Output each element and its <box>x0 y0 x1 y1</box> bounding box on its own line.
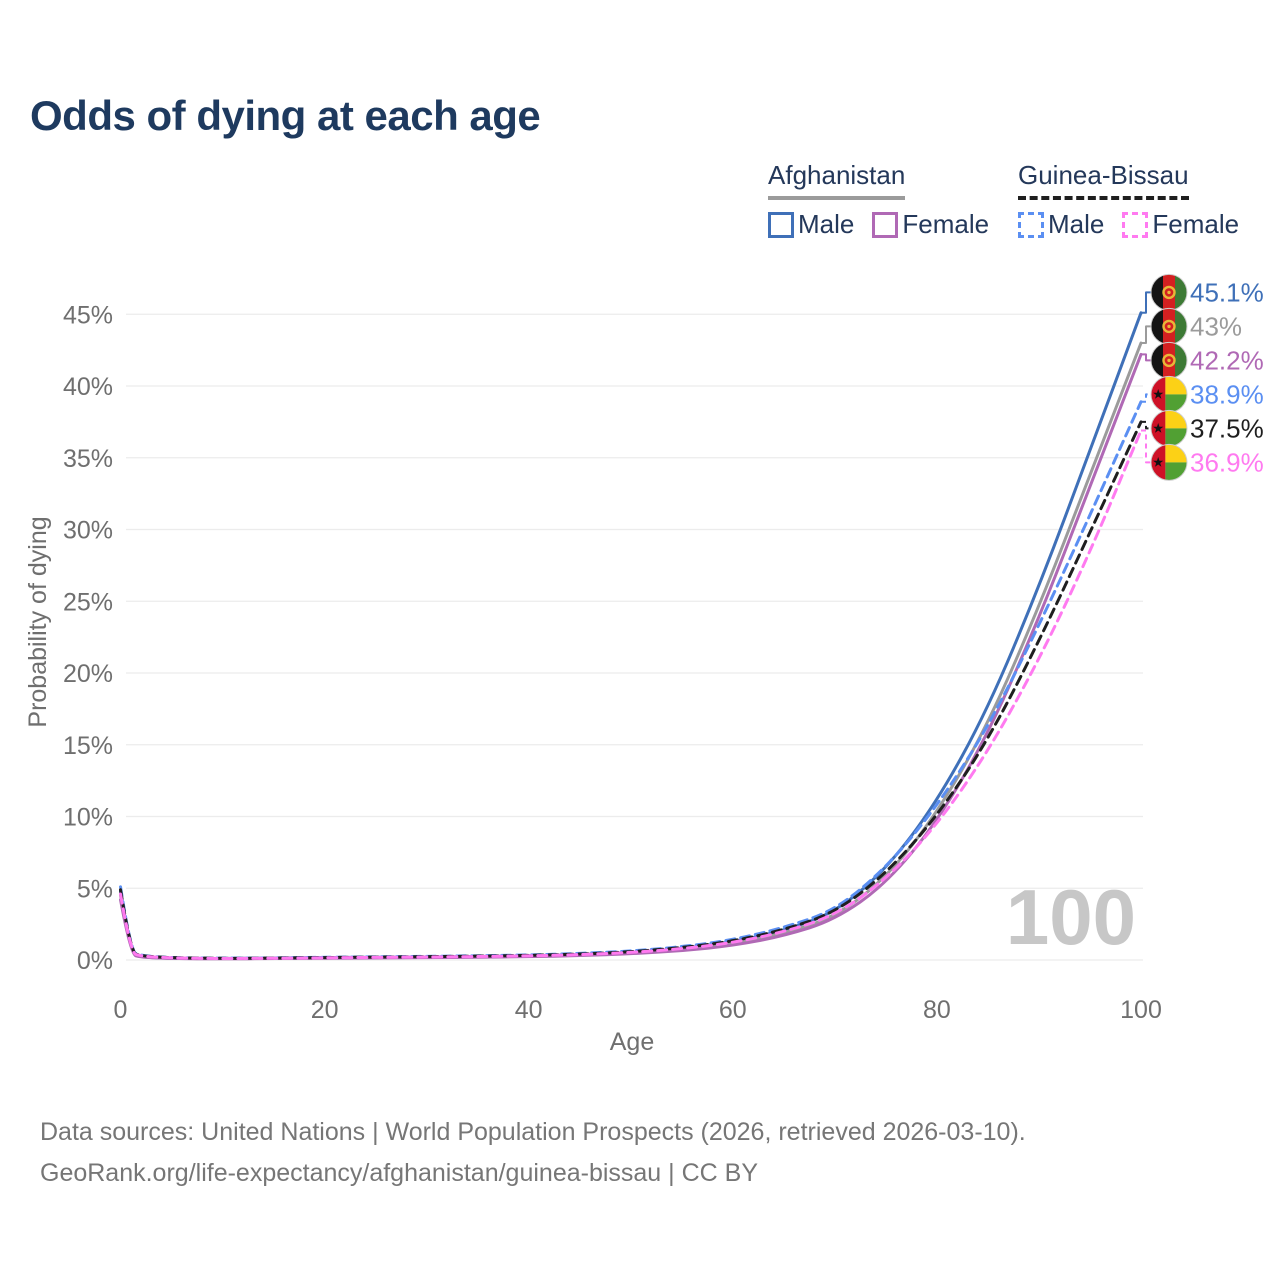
end-value-label-afghanistan-both[interactable]: 43% <box>1190 311 1242 341</box>
end-value-label-guinea-bissau-female[interactable]: 36.9% <box>1190 447 1264 477</box>
x-tick-label: 80 <box>923 996 951 1024</box>
flag-band-green <box>1165 394 1187 413</box>
attribution-link-text[interactable]: GeoRank.org/life-expectancy/afghanistan/… <box>40 1159 759 1187</box>
y-tick-label: 40% <box>63 373 113 401</box>
flag-emblem-ring <box>1162 319 1176 334</box>
label-connector-guinea-bissau-male <box>1141 393 1151 403</box>
series-line-afghanistan-both[interactable] <box>119 341 1143 961</box>
flag-band-black <box>1151 274 1163 311</box>
star-glyph <box>1153 422 1164 433</box>
label-connector-afghanistan-female <box>1141 353 1151 362</box>
flag-emblem-dot <box>1167 358 1171 363</box>
legend-label-guinea-bissau-male[interactable]: Male <box>1048 209 1105 239</box>
guinea-bissau-flag-icon[interactable] <box>1151 410 1187 447</box>
x-axis-title: Age <box>610 1028 654 1056</box>
end-value-label-guinea-bissau-both[interactable]: 37.5% <box>1190 413 1264 443</box>
chart-footer: Data sources: United Nations | World Pop… <box>40 1112 1026 1194</box>
legend-row-guinea-bissau: Male Female <box>1018 209 1239 240</box>
x-tick-label: 60 <box>719 996 747 1024</box>
flag-band-green <box>1165 462 1187 481</box>
legend-row-afghanistan: Male Female <box>768 209 989 240</box>
flag-band-black <box>1151 342 1163 379</box>
afghanistan-flag-icon[interactable] <box>1151 308 1187 345</box>
x-tick-label: 100 <box>1120 996 1162 1024</box>
legend-country-guinea-bissau[interactable]: Guinea-Bissau <box>1018 160 1189 200</box>
page-title: Odds of dying at each age <box>30 92 541 139</box>
y-tick-label: 25% <box>63 588 113 616</box>
series-line-guinea-bissau-both[interactable] <box>119 420 1143 960</box>
legend: Afghanistan Male Female Guinea-Bissau Ma… <box>0 160 1280 250</box>
x-tick-label: 20 <box>311 996 339 1024</box>
y-tick-label: 15% <box>63 732 113 760</box>
series-line-guinea-bissau-male[interactable] <box>119 400 1143 960</box>
y-tick-label: 20% <box>63 660 113 688</box>
legend-country-afghanistan[interactable]: Afghanistan <box>768 160 906 200</box>
flag-band-yellow <box>1165 410 1187 429</box>
flag-band-green <box>1175 308 1187 345</box>
afghanistan-flag-icon[interactable] <box>1151 342 1187 379</box>
legend-swatch-guinea-bissau-male[interactable] <box>1018 211 1044 238</box>
flag-emblem-dot <box>1167 290 1171 295</box>
end-value-label-afghanistan-female[interactable]: 42.2% <box>1190 345 1264 375</box>
legend-label-guinea-bissau-female[interactable]: Female <box>1152 209 1240 239</box>
label-connector-afghanistan-both <box>1141 325 1151 344</box>
y-axis-title: Probability of dying <box>24 516 52 727</box>
legend-label-afghanistan-female[interactable]: Female <box>902 209 990 239</box>
star-glyph <box>1153 388 1164 399</box>
y-tick-label: 30% <box>63 517 113 545</box>
legend-group-guinea-bissau: Guinea-Bissau Male Female <box>1018 160 1239 240</box>
flag-band-green <box>1175 342 1187 379</box>
y-tick-label: 35% <box>63 445 113 473</box>
legend-group-afghanistan: Afghanistan Male Female <box>768 160 989 240</box>
series-line-afghanistan-female[interactable] <box>119 352 1143 961</box>
flag-band-black <box>1151 308 1163 345</box>
flag-emblem-ring <box>1162 285 1176 300</box>
y-tick-label: 45% <box>63 301 113 329</box>
legend-swatch-guinea-bissau-female[interactable] <box>1122 211 1149 238</box>
flag-band-green <box>1175 274 1187 311</box>
legend-label-afghanistan-male[interactable]: Male <box>798 209 855 239</box>
flag-outline <box>1150 443 1188 481</box>
flag-band-yellow <box>1165 376 1187 395</box>
flag-band-green <box>1165 428 1187 447</box>
flag-band-yellow <box>1165 444 1187 463</box>
flag-emblem-ring <box>1162 353 1176 368</box>
legend-swatch-afghanistan-female[interactable] <box>872 211 899 238</box>
flag-emblem-dot <box>1167 324 1171 329</box>
series-line-afghanistan-male[interactable] <box>119 311 1143 960</box>
x-tick-label: 40 <box>515 996 543 1024</box>
end-value-label-afghanistan-male[interactable]: 45.1% <box>1190 277 1264 307</box>
legend-swatch-afghanistan-male[interactable] <box>768 211 794 238</box>
label-connector-afghanistan-male <box>1141 291 1151 314</box>
data-source-text: Data sources: United Nations | World Pop… <box>40 1118 1026 1146</box>
label-connector-guinea-bissau-both <box>1141 420 1151 430</box>
watermark-age-label: 100 <box>1006 873 1136 961</box>
afghanistan-flag-icon[interactable] <box>1151 274 1187 311</box>
end-value-label-guinea-bissau-male[interactable]: 38.9% <box>1190 379 1264 409</box>
y-tick-label: 0% <box>77 947 113 975</box>
y-tick-label: 5% <box>77 875 113 903</box>
x-tick-label: 0 <box>114 996 128 1024</box>
star-glyph <box>1153 456 1164 467</box>
y-tick-label: 10% <box>63 804 113 832</box>
label-connector-guinea-bissau-female <box>1141 429 1151 464</box>
series-line-guinea-bissau-female[interactable] <box>119 429 1143 960</box>
